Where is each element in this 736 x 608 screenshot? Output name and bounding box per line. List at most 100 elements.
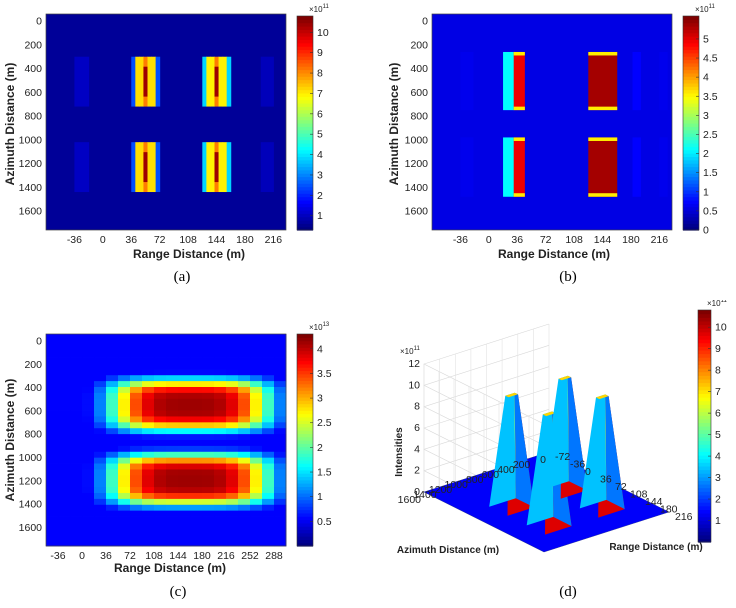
colorbar-swatch: [297, 449, 313, 454]
heatmap-cell: [94, 504, 107, 512]
colorbar-swatch: [698, 386, 711, 391]
heatmap-cell: [190, 392, 203, 400]
heatmap-cell: [226, 534, 239, 541]
heatmap-cell: [659, 51, 668, 111]
heatmap-cell: [118, 357, 131, 364]
heatmap-cell: [143, 152, 149, 183]
heatmap-cell: [190, 416, 203, 423]
colorbar-swatch: [297, 519, 313, 524]
heatmap-cell: [142, 528, 155, 535]
heatmap-cell: [274, 481, 287, 488]
heatmap-cell: [82, 363, 95, 370]
surface-face: [514, 392, 516, 499]
heatmap-cell: [94, 375, 107, 382]
heatmap-cell: [250, 540, 263, 547]
colorbar-swatch: [297, 49, 313, 54]
heatmap-cell: [82, 463, 95, 470]
heatmap-cell: [142, 351, 155, 358]
heatmap-cell: [118, 451, 131, 459]
colorbar-tick-label: 4: [703, 72, 709, 84]
heatmap-cell: [130, 392, 143, 400]
heatmap-cell: [82, 481, 95, 488]
heatmap-cell: [82, 345, 95, 353]
heatmap-cell: [274, 493, 287, 500]
azimuth-tick-label: 400: [497, 464, 515, 476]
heatmap-cell: [262, 440, 275, 447]
heatmap-cell: [58, 510, 71, 517]
colorbar-swatch: [297, 496, 313, 501]
heatmap-cell: [94, 498, 107, 506]
heatmap-cell: [82, 351, 95, 358]
colorbar-swatch: [698, 393, 711, 398]
heatmap-cell: [226, 493, 239, 500]
colorbar-swatch: [698, 364, 711, 369]
heatmap-cell: [118, 457, 131, 464]
range-tick-label: 144: [645, 496, 663, 508]
colorbar-swatch: [297, 62, 313, 67]
heatmap-cell: [238, 540, 251, 547]
heatmap-cell: [82, 334, 95, 341]
heatmap-cell: [58, 440, 71, 447]
heatmap-cell: [238, 375, 251, 382]
surface-face: [505, 392, 518, 398]
heatmap-cell: [274, 516, 287, 523]
heatmap-cell: [226, 351, 239, 358]
heatmap-cell: [238, 339, 251, 347]
heatmap-cell: [274, 339, 287, 347]
y-tick-label: 0: [422, 16, 428, 28]
y-tick-label: 1200: [405, 158, 429, 170]
heatmap-cell: [214, 345, 227, 353]
heatmap-cell: [118, 522, 131, 529]
range-tick-label: 36: [600, 474, 612, 486]
heatmap-cell: [46, 498, 59, 506]
heatmap-cell: [58, 540, 71, 547]
heatmap-cell: [58, 351, 71, 358]
heatmap-cell: [58, 534, 71, 541]
y-tick-label: 400: [410, 63, 428, 75]
heatmap-cell: [250, 375, 263, 382]
heatmap-cell: [106, 428, 119, 435]
heatmap-cell: [226, 392, 239, 400]
colorbar-swatch: [698, 353, 711, 358]
heatmap-cell: [190, 345, 203, 353]
chart-c: -36 0 36 72 108 144 180 216 252 288 0 200 400 600 800 1…: [3, 322, 332, 600]
heatmap-cell: [238, 469, 251, 476]
heatmap-cell: [202, 540, 215, 547]
heatmap-cell: [214, 375, 227, 382]
heatmap-cell: [226, 334, 239, 341]
heatmap-cell: [210, 142, 215, 193]
heatmap-cell: [130, 516, 143, 523]
heatmap-cell: [274, 398, 287, 406]
heatmap-cell: [58, 522, 71, 529]
colorbar-swatch: [698, 465, 711, 471]
heatmap-cell: [250, 434, 263, 441]
heatmap-cell: [70, 475, 83, 482]
heatmap-cell: [139, 142, 144, 193]
heatmap-cell-edge: [513, 51, 525, 56]
x-tick-label: 180: [622, 234, 640, 246]
heatmap-cell: [262, 410, 275, 417]
heatmap-cell: [274, 375, 287, 382]
colorbar-swatch: [297, 136, 313, 141]
heatmap-cell: [58, 428, 71, 435]
heatmap-cell: [70, 481, 83, 488]
heatmap-cell: [238, 357, 251, 364]
colorbar-swatch: [698, 397, 711, 402]
heatmap-background: [432, 14, 672, 230]
colorbar-swatch: [683, 112, 699, 117]
x-tick-label: 108: [145, 550, 163, 562]
heatmap-cell: [178, 387, 191, 394]
heatmap-cell: [238, 498, 251, 506]
colorbar-swatch: [297, 173, 313, 178]
colorbar-swatch: [297, 52, 313, 57]
heatmap-cell: [118, 504, 131, 512]
heatmap-cell: [250, 381, 263, 388]
heatmap-cell: [238, 404, 251, 411]
heatmap-cell: [154, 463, 167, 470]
colorbar-swatch: [297, 400, 313, 405]
heatmap-cell: [202, 392, 215, 400]
colorbar-swatch: [297, 509, 313, 514]
panel-label-c: (c): [170, 584, 187, 600]
colorbar-swatch: [683, 209, 699, 214]
colorbar-swatch: [683, 49, 699, 54]
